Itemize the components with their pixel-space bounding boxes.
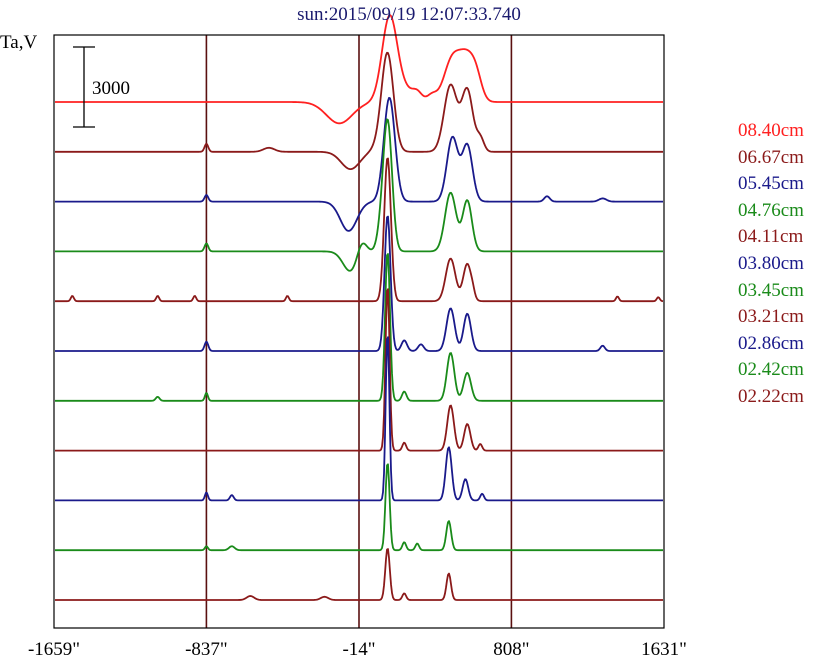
vertical-markers: [205, 35, 513, 628]
series-line-03.80cm: [55, 215, 663, 352]
scale-bar-label: 3000: [92, 78, 130, 99]
series-line-06.67cm: [55, 51, 663, 171]
legend-item: 04.76cm: [738, 199, 804, 221]
series-lines: [55, 14, 664, 601]
scale-bar: 3000: [73, 46, 130, 128]
series-line-03.21cm: [55, 288, 663, 452]
legend-item: 04.11cm: [738, 226, 804, 248]
legend-item: 02.86cm: [738, 332, 804, 354]
series-line-02.42cm: [55, 463, 663, 552]
legend-item: 03.80cm: [738, 253, 804, 274]
y-axis-label: Ta,V: [0, 32, 37, 53]
plot-frame: [53, 34, 665, 629]
series-line-02.86cm: [55, 336, 663, 502]
series-line-08.40cm: [55, 14, 663, 125]
legend-item: 06.67cm: [738, 146, 804, 168]
legend-item: 02.22cm: [738, 386, 804, 407]
x-tick-label: -1659": [28, 639, 80, 660]
x-tick-label: 808": [493, 639, 529, 660]
x-tick-label: -14": [342, 639, 375, 660]
legend-item: 03.45cm: [738, 279, 804, 301]
legend-item: 03.21cm: [738, 306, 804, 328]
legend-item: 05.45cm: [738, 173, 804, 195]
legend-item: 02.42cm: [738, 359, 804, 381]
legend-item: 08.40cm: [738, 120, 804, 141]
x-tick-label: 1631": [641, 639, 687, 660]
series-line-04.11cm: [55, 157, 664, 303]
series-line-05.45cm: [55, 96, 663, 232]
series-line-03.45cm: [55, 253, 663, 402]
series-line-04.76cm: [55, 118, 663, 272]
x-tick-label: -837": [185, 639, 228, 660]
x-tick-labels: -1659" -837" -14" 808" 1631": [28, 639, 687, 660]
chart-title: sun:2015/09/19 12:07:33.740: [297, 4, 521, 25]
series-line-02.22cm: [55, 548, 663, 601]
